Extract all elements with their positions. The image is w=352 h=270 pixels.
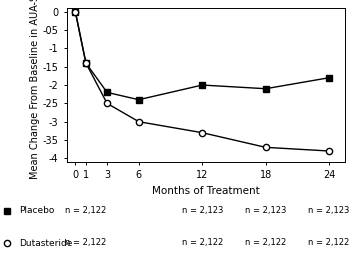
Text: n = 2,123: n = 2,123	[245, 206, 286, 215]
Text: Dutasteride: Dutasteride	[19, 238, 73, 248]
Text: n = 2,122: n = 2,122	[65, 206, 107, 215]
X-axis label: Months of Treatment: Months of Treatment	[152, 186, 260, 196]
Text: n = 2,122: n = 2,122	[308, 238, 350, 248]
Y-axis label: Mean Change From Baseline in AUA-SI: Mean Change From Baseline in AUA-SI	[30, 0, 40, 178]
Text: Placebo: Placebo	[19, 206, 55, 215]
Text: n = 2,122: n = 2,122	[245, 238, 286, 248]
Text: n = 2,123: n = 2,123	[182, 206, 223, 215]
Text: n = 2,122: n = 2,122	[182, 238, 223, 248]
Text: n = 2,122: n = 2,122	[65, 238, 107, 248]
Text: n = 2,123: n = 2,123	[308, 206, 350, 215]
